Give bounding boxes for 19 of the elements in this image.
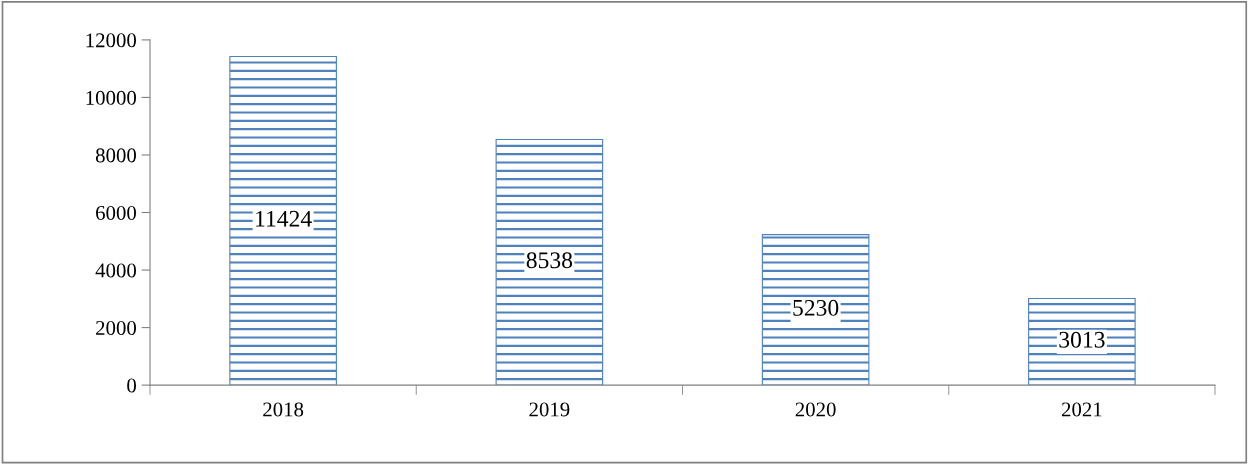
data-label: 3013 xyxy=(1059,331,1105,348)
y-tick-label: 2000 xyxy=(96,320,137,336)
x-tick-label: 2020 xyxy=(795,402,836,417)
x-tick-label: 2021 xyxy=(1061,402,1102,417)
data-label: 11424 xyxy=(256,210,312,227)
bar xyxy=(495,138,604,386)
x-tick-label: 2018 xyxy=(263,402,304,417)
y-tick-label: 6000 xyxy=(96,205,137,220)
x-tick-label: 2019 xyxy=(529,402,570,417)
y-tick-label: 0 xyxy=(127,378,137,393)
bar xyxy=(761,234,870,386)
y-tick-label: 10000 xyxy=(86,90,137,105)
y-tick-label: 4000 xyxy=(95,263,137,278)
bar xyxy=(1028,297,1136,386)
y-tick-label: 12000 xyxy=(86,33,137,48)
data-label: 5230 xyxy=(793,299,839,316)
y-tick-label: 8000 xyxy=(95,148,137,163)
bar xyxy=(229,55,337,386)
data-label: 8538 xyxy=(526,252,573,269)
